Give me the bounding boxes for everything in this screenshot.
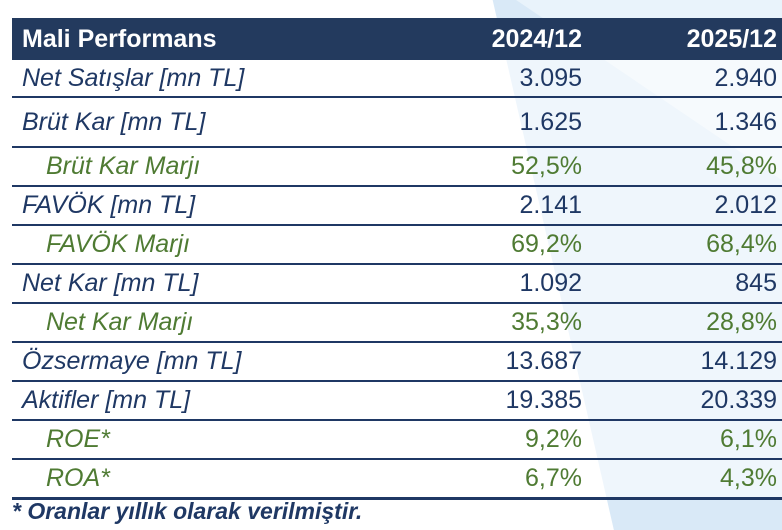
footnote: * Oranlar yıllık olarak verilmiştir. (12, 498, 363, 524)
row-label: Aktifler [mn TL] (12, 381, 391, 421)
column-header-period-2: 2025/12 (686, 24, 777, 53)
value-cell: 6,7% (391, 459, 589, 500)
value-cell: 4,3% (589, 459, 782, 500)
value-cell: 2.940 (589, 60, 782, 98)
table-row: Aktifler [mn TL] 19.385 20.339 (12, 381, 782, 421)
table-header-row: Mali Performans 2024/12 2025/12 (12, 18, 782, 60)
row-label: ROA* (12, 459, 391, 500)
row-label: Brüt Kar Marjı (12, 147, 391, 187)
row-label: Net Kar [mn TL] (12, 264, 391, 304)
table-row: FAVÖK [mn TL] 2.141 2.012 (12, 186, 782, 226)
value-cell: 35,3% (391, 303, 589, 343)
row-label: Net Kar Marjı (12, 303, 391, 343)
row-label: ROE* (12, 420, 391, 460)
table-row: ROE* 9,2% 6,1% (12, 420, 782, 460)
value-cell: 52,5% (391, 147, 589, 187)
row-label: Brüt Kar [mn TL] (12, 97, 391, 148)
table-row: Özsermaye [mn TL] 13.687 14.129 (12, 342, 782, 382)
table-row: Net Kar Marjı 35,3% 28,8% (12, 303, 782, 343)
value-cell: 845 (589, 264, 782, 304)
value-cell: 1.346 (589, 97, 782, 148)
value-cell: 69,2% (391, 225, 589, 265)
table-title: Mali Performans (22, 24, 217, 53)
value-cell: 19.385 (391, 381, 589, 421)
value-cell: 1.625 (391, 97, 589, 148)
value-cell: 1.092 (391, 264, 589, 304)
value-cell: 13.687 (391, 342, 589, 382)
table-row: FAVÖK Marjı 69,2% 68,4% (12, 225, 782, 265)
value-cell: 9,2% (391, 420, 589, 460)
table-row: Brüt Kar [mn TL] 1.625 1.346 (12, 97, 782, 148)
value-cell: 68,4% (589, 225, 782, 265)
table-row: Brüt Kar Marjı 52,5% 45,8% (12, 147, 782, 187)
value-cell: 14.129 (589, 342, 782, 382)
value-cell: 20.339 (589, 381, 782, 421)
financial-performance-table: Mali Performans 2024/12 2025/12 Net Satı… (12, 18, 782, 500)
value-cell: 28,8% (589, 303, 782, 343)
value-cell: 2.012 (589, 186, 782, 226)
value-cell: 2.141 (391, 186, 589, 226)
row-label: Net Satışlar [mn TL] (12, 60, 391, 98)
table-row: Net Kar [mn TL] 1.092 845 (12, 264, 782, 304)
value-cell: 6,1% (589, 420, 782, 460)
row-label: Özsermaye [mn TL] (12, 342, 391, 382)
table-row: ROA* 6,7% 4,3% (12, 459, 782, 500)
row-label: FAVÖK Marjı (12, 225, 391, 265)
value-cell: 45,8% (589, 147, 782, 187)
value-cell: 3.095 (391, 60, 589, 98)
row-label: FAVÖK [mn TL] (12, 186, 391, 226)
column-header-period-1: 2024/12 (491, 24, 582, 53)
table-row: Net Satışlar [mn TL] 3.095 2.940 (12, 60, 782, 98)
